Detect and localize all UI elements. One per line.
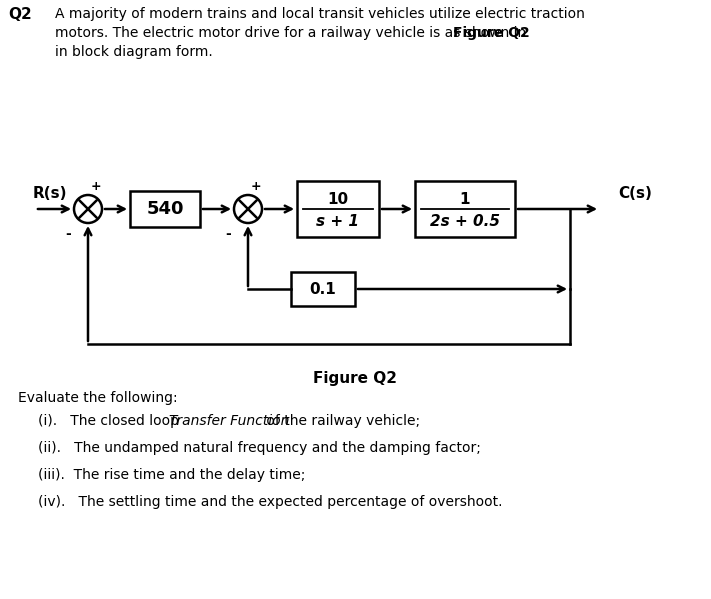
Text: (iii).  The rise time and the delay time;: (iii). The rise time and the delay time; [38,468,306,482]
Text: (iv).   The settling time and the expected percentage of overshoot.: (iv). The settling time and the expected… [38,495,503,509]
Circle shape [234,195,262,223]
Text: (i).   The closed loop: (i). The closed loop [38,414,183,428]
Text: Figure Q2: Figure Q2 [313,371,397,386]
Bar [297,181,379,237]
Text: A majority of modern trains and local transit vehicles utilize electric traction: A majority of modern trains and local tr… [55,7,585,21]
Bar [415,181,515,237]
Text: R(s): R(s) [33,186,68,201]
Text: Evaluate the following:: Evaluate the following: [18,391,178,405]
Text: -: - [65,227,71,241]
Text: C(s): C(s) [618,186,652,201]
Text: 540: 540 [146,200,183,218]
Text: 2s + 0.5: 2s + 0.5 [430,213,500,228]
Text: s + 1: s + 1 [316,213,360,228]
Text: +: + [251,180,262,193]
Text: in block diagram form.: in block diagram form. [55,45,213,59]
Text: Transfer Function: Transfer Function [169,414,289,428]
Text: -: - [225,227,231,241]
Text: 10: 10 [328,192,348,207]
Text: motors. The electric motor drive for a railway vehicle is as shown in: motors. The electric motor drive for a r… [55,26,530,40]
Text: (ii).   The undamped natural frequency and the damping factor;: (ii). The undamped natural frequency and… [38,441,481,455]
Bar [130,191,200,227]
Bar [291,272,355,306]
Text: +: + [91,180,102,193]
Text: Figure Q2: Figure Q2 [453,26,530,40]
Text: Q2: Q2 [8,7,32,22]
Text: 0.1: 0.1 [309,282,336,297]
Circle shape [74,195,102,223]
Text: of the railway vehicle;: of the railway vehicle; [262,414,420,428]
Text: 1: 1 [460,192,470,207]
